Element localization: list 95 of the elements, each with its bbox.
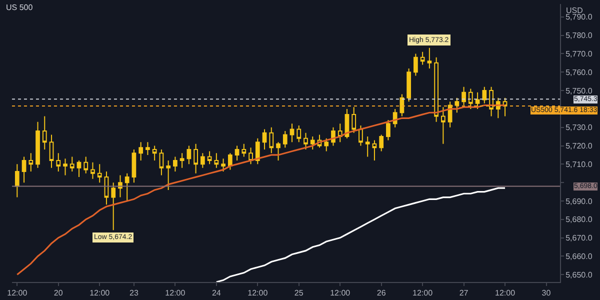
candlestick	[324, 138, 329, 152]
x-tick-label: 25	[294, 288, 304, 298]
y-tick-label: 5,690.0	[566, 196, 593, 206]
candlestick	[138, 142, 144, 161]
chart-title: US 500	[6, 3, 34, 12]
x-tick-label: 23	[130, 288, 139, 298]
candlestick	[97, 164, 102, 184]
x-tick-label: 12:00	[495, 288, 516, 298]
candlestick	[221, 158, 226, 172]
y-tick-label: 5,750.0	[566, 86, 593, 96]
candlestick	[489, 86, 494, 117]
candlestick	[482, 86, 487, 104]
x-tick-label: 27	[459, 288, 469, 298]
candlestick	[386, 119, 390, 141]
candlestick	[36, 121, 40, 168]
candlestick	[152, 145, 157, 161]
y-tick-label: 5,780.0	[566, 31, 593, 40]
candlestick	[352, 106, 356, 134]
x-tick-label: 12:00	[248, 288, 268, 298]
x-tick-label: 30	[542, 288, 552, 298]
candlestick	[310, 136, 315, 150]
candlestick	[262, 128, 267, 150]
candlestick	[166, 160, 171, 190]
candlestick	[111, 182, 116, 231]
candlestick	[14, 164, 20, 198]
candlestick	[502, 97, 508, 117]
candlestick	[84, 156, 88, 174]
candlestick	[248, 147, 253, 165]
y-tick-label: 5,660.0	[566, 252, 593, 262]
y-axis-title: USD	[566, 6, 584, 15]
candlestick	[255, 138, 260, 165]
x-tick-label: 24	[212, 288, 222, 298]
candlestick	[475, 92, 480, 110]
candlestick	[173, 156, 178, 172]
x-tick-label: 20	[54, 288, 64, 298]
candlestick	[365, 136, 370, 158]
candlestick	[70, 156, 74, 172]
candlestick	[269, 126, 274, 154]
candlestick	[228, 152, 232, 170]
candlestick	[49, 134, 54, 168]
candlestick	[406, 68, 412, 102]
candlestick	[414, 53, 418, 76]
candlestick	[159, 148, 164, 176]
candlestick	[186, 145, 192, 165]
candlestick	[379, 134, 384, 152]
y-tick-label: 5,790.0	[566, 12, 593, 22]
candlestick	[296, 125, 302, 143]
candlestick	[56, 152, 61, 172]
candlestick	[434, 56, 438, 122]
candlestick	[146, 142, 150, 156]
candlestick	[194, 143, 198, 174]
y-tick-label: 5,670.0	[566, 234, 593, 243]
x-tick-label: 12:00	[412, 288, 434, 298]
candlestick	[76, 160, 82, 178]
candlestick	[90, 162, 95, 180]
candlestick	[124, 172, 130, 202]
candlestick	[427, 47, 432, 69]
candlestick	[63, 158, 68, 176]
y-tick-label: 5,650.0	[566, 270, 593, 280]
candlestick	[358, 125, 363, 146]
candlestick	[214, 152, 219, 168]
candlestick	[468, 88, 473, 110]
x-tick-label: 12:00	[90, 288, 110, 298]
candlestick	[462, 86, 466, 106]
y-tick-label: 5,680.0	[566, 215, 593, 224]
candlestick	[420, 51, 425, 66]
y-tick-label: 5,760.0	[566, 68, 593, 77]
line-series	[16, 104, 506, 276]
candlestick	[282, 130, 288, 148]
line-series	[216, 187, 506, 282]
candlestick	[207, 150, 212, 165]
y-tick-label: 5,770.0	[566, 50, 593, 59]
candlestick	[180, 152, 184, 168]
y-tick-label: 5,710.0	[566, 160, 593, 169]
candlestick	[242, 143, 246, 158]
x-tick-label: 26	[376, 288, 386, 298]
candlestick	[290, 123, 294, 143]
candlestick	[132, 148, 136, 184]
candlestick	[338, 123, 342, 143]
candlestick	[441, 106, 446, 144]
x-tick-label: 12:00	[330, 288, 351, 298]
y-tick-label: 5,730.0	[566, 123, 593, 132]
candlestick	[200, 152, 205, 168]
candlestick	[42, 116, 47, 150]
candlestick	[234, 145, 240, 161]
candlestick	[28, 152, 34, 172]
candlestick	[104, 171, 109, 206]
x-tick-label: 12:00	[7, 288, 28, 298]
candlestick	[276, 142, 280, 161]
candlestick	[22, 156, 26, 184]
candlestick	[454, 97, 460, 114]
y-tick-label: 5,720.0	[566, 142, 593, 151]
candlestick	[372, 140, 377, 161]
candlestick	[304, 132, 308, 150]
x-tick-label: 12:00	[165, 288, 186, 298]
